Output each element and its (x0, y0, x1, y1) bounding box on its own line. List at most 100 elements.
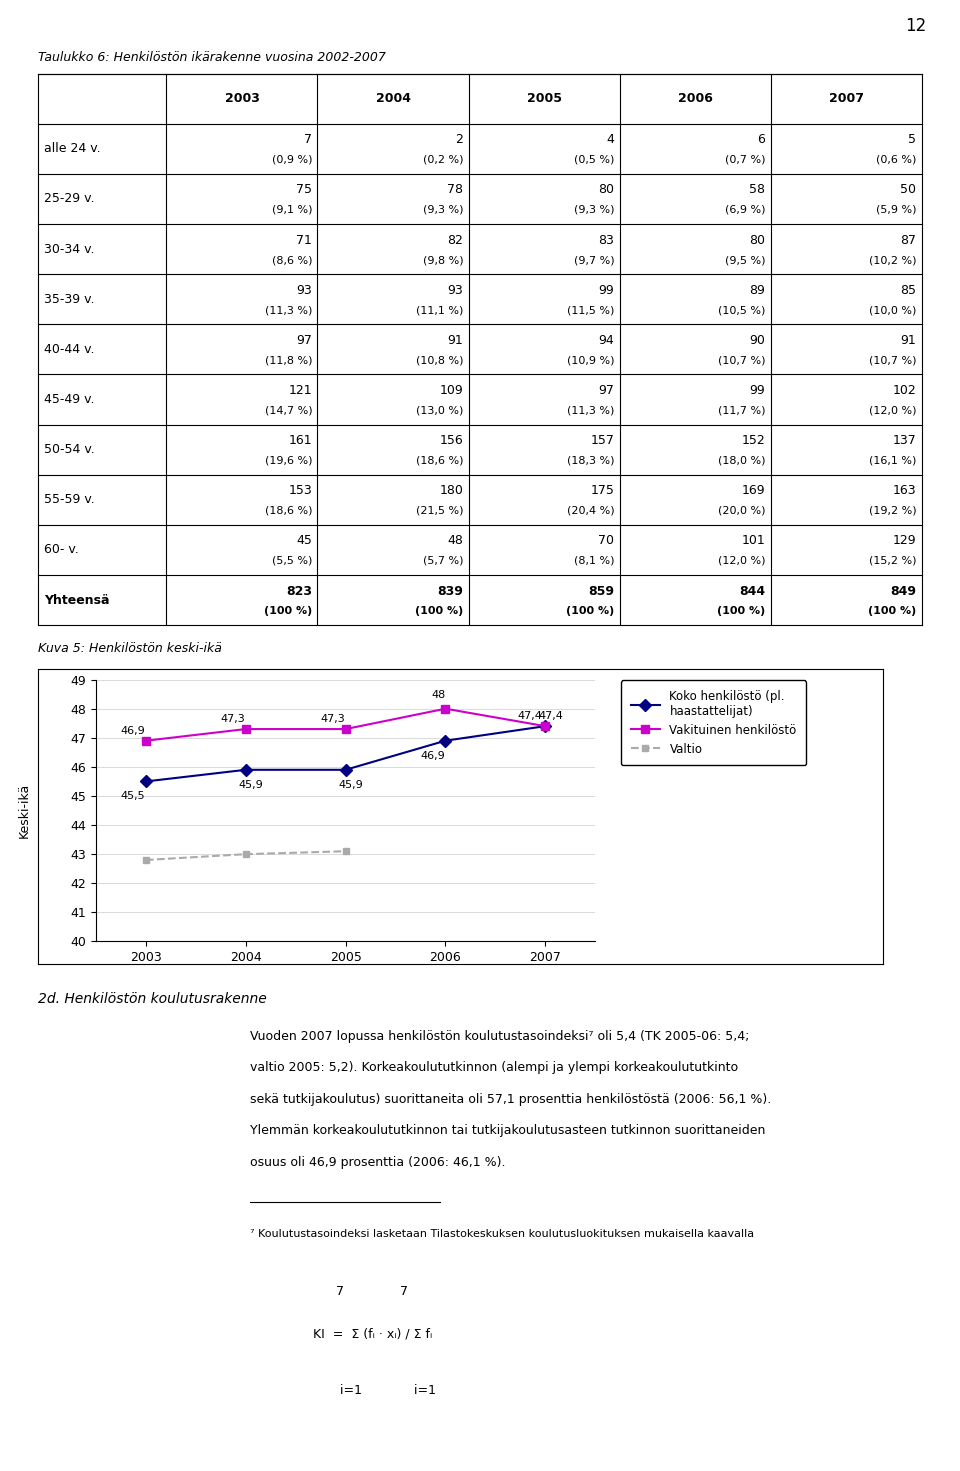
Text: 99: 99 (598, 284, 614, 297)
Text: 55-59 v.: 55-59 v. (44, 493, 94, 506)
Text: 99: 99 (750, 384, 765, 397)
Text: (9,3 %): (9,3 %) (422, 204, 464, 215)
Text: (10,5 %): (10,5 %) (718, 306, 765, 315)
Text: (20,4 %): (20,4 %) (566, 506, 614, 516)
Text: 94: 94 (598, 334, 614, 347)
Text: 78: 78 (447, 184, 464, 197)
Text: (20,0 %): (20,0 %) (718, 506, 765, 516)
Text: (10,2 %): (10,2 %) (869, 254, 916, 265)
Text: 129: 129 (893, 534, 916, 547)
Text: 75: 75 (297, 184, 312, 197)
Text: 2004: 2004 (375, 93, 411, 104)
Text: (5,5 %): (5,5 %) (272, 556, 312, 566)
Text: (0,5 %): (0,5 %) (574, 154, 614, 165)
Text: 12: 12 (905, 16, 926, 35)
Text: Yhteensä: Yhteensä (44, 594, 109, 606)
Text: 823: 823 (286, 584, 312, 597)
Text: osuus oli 46,9 prosenttia (2006: 46,1 %).: osuus oli 46,9 prosenttia (2006: 46,1 %)… (250, 1156, 505, 1169)
Text: 47,3: 47,3 (221, 713, 246, 724)
Text: 97: 97 (598, 384, 614, 397)
Text: (18,6 %): (18,6 %) (416, 456, 464, 466)
Text: (11,5 %): (11,5 %) (566, 306, 614, 315)
Text: 7              7: 7 7 (336, 1284, 408, 1297)
Text: 4: 4 (607, 134, 614, 146)
Text: Vuoden 2007 lopussa henkilöstön koulutustasoindeksi⁷ oli 5,4 (TK 2005-06: 5,4;: Vuoden 2007 lopussa henkilöstön koulutus… (250, 1030, 749, 1043)
Text: 45,5: 45,5 (121, 791, 146, 802)
Text: (11,8 %): (11,8 %) (265, 356, 312, 365)
Text: (100 %): (100 %) (566, 606, 614, 616)
Text: 80: 80 (598, 184, 614, 197)
Text: (10,8 %): (10,8 %) (416, 356, 464, 365)
Text: 93: 93 (297, 284, 312, 297)
Text: 46,9: 46,9 (121, 725, 146, 736)
Text: 109: 109 (440, 384, 464, 397)
Text: (10,7 %): (10,7 %) (718, 356, 765, 365)
Text: 40-44 v.: 40-44 v. (44, 343, 94, 356)
Text: 844: 844 (739, 584, 765, 597)
Text: 45-49 v.: 45-49 v. (44, 393, 94, 406)
Text: 46,9: 46,9 (420, 750, 445, 761)
Text: (13,0 %): (13,0 %) (416, 406, 464, 415)
Text: 97: 97 (297, 334, 312, 347)
Text: 137: 137 (893, 434, 916, 447)
Text: 35-39 v.: 35-39 v. (44, 293, 94, 306)
Text: sekä tutkijakoulutus) suorittaneita oli 57,1 prosenttia henkilöstöstä (2006: 56,: sekä tutkijakoulutus) suorittaneita oli … (250, 1093, 771, 1106)
Text: 152: 152 (741, 434, 765, 447)
Text: (14,7 %): (14,7 %) (265, 406, 312, 415)
Text: (9,5 %): (9,5 %) (725, 254, 765, 265)
Text: 25-29 v.: 25-29 v. (44, 193, 94, 206)
Text: (100 %): (100 %) (717, 606, 765, 616)
Text: (18,3 %): (18,3 %) (566, 456, 614, 466)
Text: 47,3: 47,3 (321, 713, 346, 724)
Text: 849: 849 (890, 584, 916, 597)
Text: (5,7 %): (5,7 %) (422, 556, 464, 566)
Text: 83: 83 (598, 234, 614, 247)
Text: 45,9: 45,9 (239, 780, 264, 790)
Text: 50: 50 (900, 184, 916, 197)
Text: 90: 90 (750, 334, 765, 347)
Text: 89: 89 (750, 284, 765, 297)
Text: 180: 180 (440, 484, 464, 497)
Text: 87: 87 (900, 234, 916, 247)
Text: (9,8 %): (9,8 %) (422, 254, 464, 265)
Text: 175: 175 (590, 484, 614, 497)
Text: (11,7 %): (11,7 %) (718, 406, 765, 415)
Text: 2: 2 (455, 134, 464, 146)
Text: 47,4: 47,4 (517, 710, 542, 721)
Text: alle 24 v.: alle 24 v. (44, 143, 101, 156)
Text: 71: 71 (297, 234, 312, 247)
Text: (12,0 %): (12,0 %) (718, 556, 765, 566)
Text: 80: 80 (749, 234, 765, 247)
Text: 7: 7 (304, 134, 312, 146)
Text: 50-54 v.: 50-54 v. (44, 443, 94, 456)
Text: 45: 45 (297, 534, 312, 547)
Text: (100 %): (100 %) (415, 606, 464, 616)
Text: 2006: 2006 (678, 93, 712, 104)
Text: 2003: 2003 (225, 93, 259, 104)
Text: 161: 161 (289, 434, 312, 447)
Text: (11,1 %): (11,1 %) (416, 306, 464, 315)
Text: 48: 48 (432, 690, 445, 700)
Text: 169: 169 (742, 484, 765, 497)
Text: (11,3 %): (11,3 %) (265, 306, 312, 315)
Text: 102: 102 (893, 384, 916, 397)
Text: (12,0 %): (12,0 %) (869, 406, 916, 415)
Text: (15,2 %): (15,2 %) (869, 556, 916, 566)
Text: 45,9: 45,9 (339, 780, 364, 790)
Text: 6: 6 (757, 134, 765, 146)
Text: (21,5 %): (21,5 %) (416, 506, 464, 516)
Text: (19,2 %): (19,2 %) (869, 506, 916, 516)
Text: 121: 121 (289, 384, 312, 397)
Text: 93: 93 (447, 284, 464, 297)
Y-axis label: Keski-ikä: Keski-ikä (18, 783, 31, 838)
Text: (10,9 %): (10,9 %) (566, 356, 614, 365)
Text: 70: 70 (598, 534, 614, 547)
Text: (10,0 %): (10,0 %) (869, 306, 916, 315)
Text: 163: 163 (893, 484, 916, 497)
Text: (19,6 %): (19,6 %) (265, 456, 312, 466)
Text: 156: 156 (440, 434, 464, 447)
Text: 2d. Henkilöstön koulutusrakenne: 2d. Henkilöstön koulutusrakenne (38, 991, 267, 1006)
Text: 58: 58 (749, 184, 765, 197)
Text: Ylemmän korkeakoulututkinnon tai tutkijakoulutusasteen tutkinnon suorittaneiden: Ylemmän korkeakoulututkinnon tai tutkija… (250, 1124, 765, 1137)
Text: 48: 48 (447, 534, 464, 547)
